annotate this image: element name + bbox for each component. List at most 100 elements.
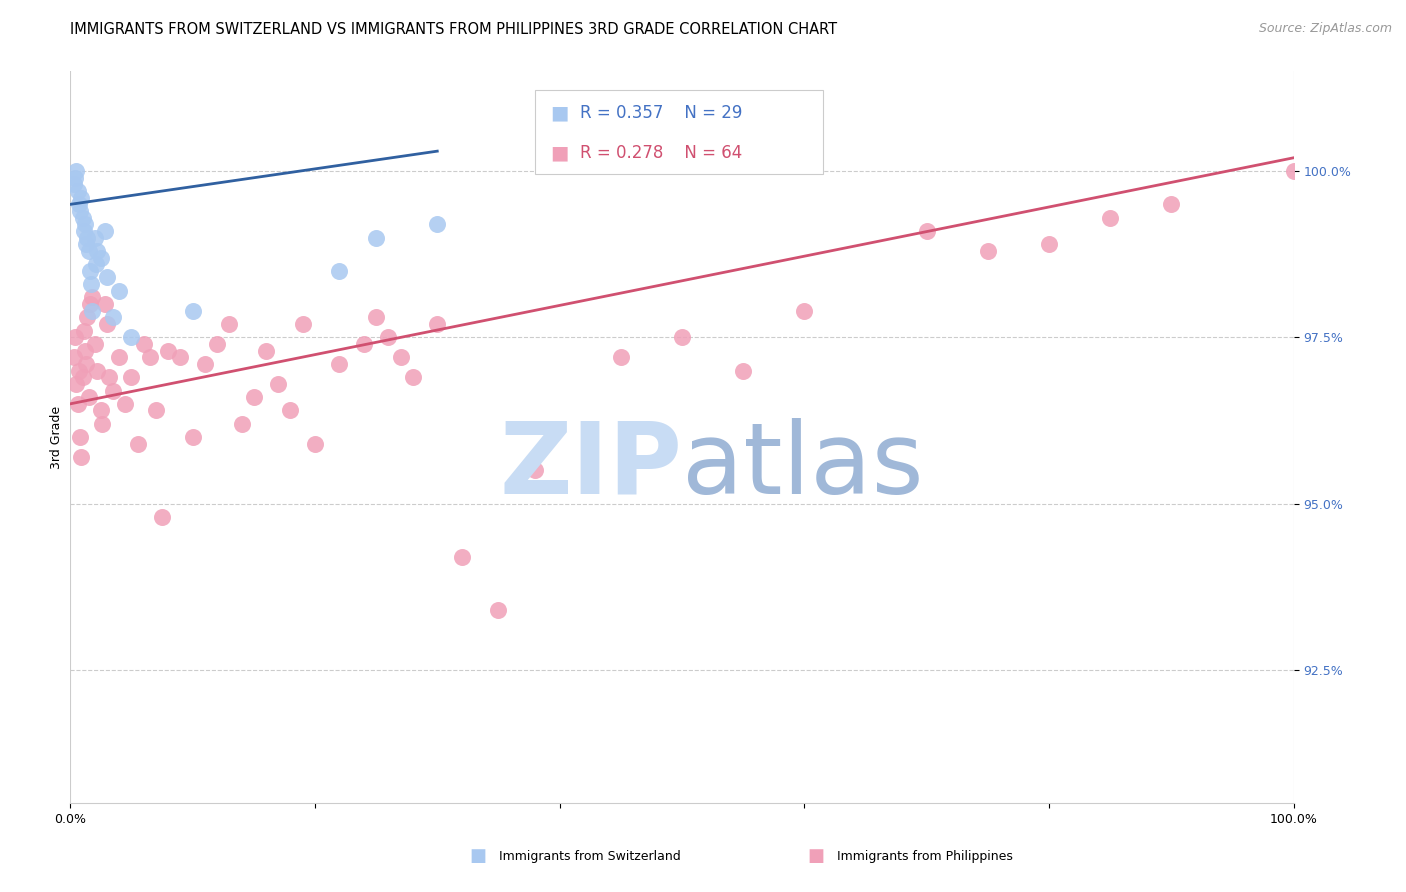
Y-axis label: 3rd Grade: 3rd Grade (51, 406, 63, 468)
Point (671, 330, 693, 344)
Point (69, 430, 91, 444)
Point (976, 244, 998, 258)
Point (70, 450, 93, 464)
Point (426, 217, 449, 231)
Point (280, 403, 302, 417)
Point (254, 343, 277, 358)
Point (915, 224, 938, 238)
Point (181, 430, 204, 444)
Text: ■: ■ (807, 847, 824, 865)
Point (328, 264, 350, 278)
Point (426, 317, 449, 331)
Point (181, 303, 204, 318)
Point (73, 324, 96, 338)
Text: Source: ZipAtlas.com: Source: ZipAtlas.com (1258, 22, 1392, 36)
Point (75, 357, 97, 371)
Point (267, 376, 290, 391)
Point (65, 164, 87, 178)
Point (82, 290, 104, 304)
Point (63, 178, 86, 192)
Point (65, 376, 87, 391)
Point (66, 184, 89, 198)
Point (218, 317, 240, 331)
Point (108, 351, 131, 365)
Point (304, 436, 326, 450)
Point (66, 397, 89, 411)
Point (121, 370, 143, 384)
Point (79, 297, 101, 311)
Text: IMMIGRANTS FROM SWITZERLAND VS IMMIGRANTS FROM PHILIPPINES 3RD GRADE CORRELATION: IMMIGRANTS FROM SWITZERLAND VS IMMIGRANT… (70, 22, 838, 37)
Point (90, 403, 112, 417)
Text: R = 0.357    N = 29: R = 0.357 N = 29 (581, 104, 742, 122)
Point (84, 257, 107, 271)
Point (82, 303, 104, 318)
Point (108, 284, 131, 298)
Point (150, 509, 173, 524)
Point (76, 310, 98, 325)
Point (366, 230, 388, 244)
Text: Immigrants from Philippines: Immigrants from Philippines (837, 850, 1012, 863)
Point (1282, 164, 1305, 178)
Point (63, 170, 86, 185)
Text: Immigrants from Switzerland: Immigrants from Switzerland (499, 850, 681, 863)
FancyBboxPatch shape (536, 90, 823, 174)
Point (93, 297, 115, 311)
Point (1038, 237, 1060, 252)
Point (83, 230, 105, 244)
Point (63, 351, 86, 365)
Point (67, 197, 90, 211)
Point (132, 337, 155, 351)
Point (610, 351, 633, 365)
Point (101, 384, 124, 398)
Text: ■: ■ (550, 144, 568, 162)
Point (80, 277, 103, 292)
Point (231, 417, 253, 431)
Point (72, 370, 94, 384)
Point (96, 317, 118, 331)
Point (488, 603, 510, 617)
Point (77, 244, 100, 258)
Point (69, 204, 91, 219)
Text: R = 0.278    N = 64: R = 0.278 N = 64 (581, 144, 742, 161)
Point (121, 330, 143, 344)
Point (101, 310, 124, 325)
Point (450, 549, 472, 564)
Point (733, 363, 755, 377)
Point (67, 363, 90, 377)
Text: ■: ■ (470, 847, 486, 865)
Point (793, 303, 815, 318)
Point (353, 337, 375, 351)
Point (86, 363, 108, 377)
Point (1160, 197, 1182, 211)
Point (291, 317, 314, 331)
Point (145, 403, 167, 417)
Point (96, 270, 118, 285)
Point (90, 251, 112, 265)
Point (243, 390, 266, 404)
Point (366, 310, 388, 325)
Point (98, 370, 121, 384)
Point (328, 357, 350, 371)
Text: atlas: atlas (682, 417, 924, 515)
Point (1099, 211, 1122, 225)
Point (524, 463, 547, 477)
Point (169, 351, 191, 365)
Point (63, 330, 86, 344)
Point (83, 337, 105, 351)
Point (205, 337, 228, 351)
Point (91, 417, 114, 431)
Point (402, 370, 425, 384)
Text: ■: ■ (550, 103, 568, 123)
Point (70, 191, 93, 205)
Point (73, 343, 96, 358)
Point (86, 244, 108, 258)
Point (157, 343, 180, 358)
Point (127, 436, 149, 450)
Point (73, 217, 96, 231)
Point (77, 390, 100, 404)
Point (114, 397, 136, 411)
Point (73, 224, 96, 238)
Point (75, 237, 97, 252)
Point (389, 351, 412, 365)
Point (93, 224, 115, 238)
